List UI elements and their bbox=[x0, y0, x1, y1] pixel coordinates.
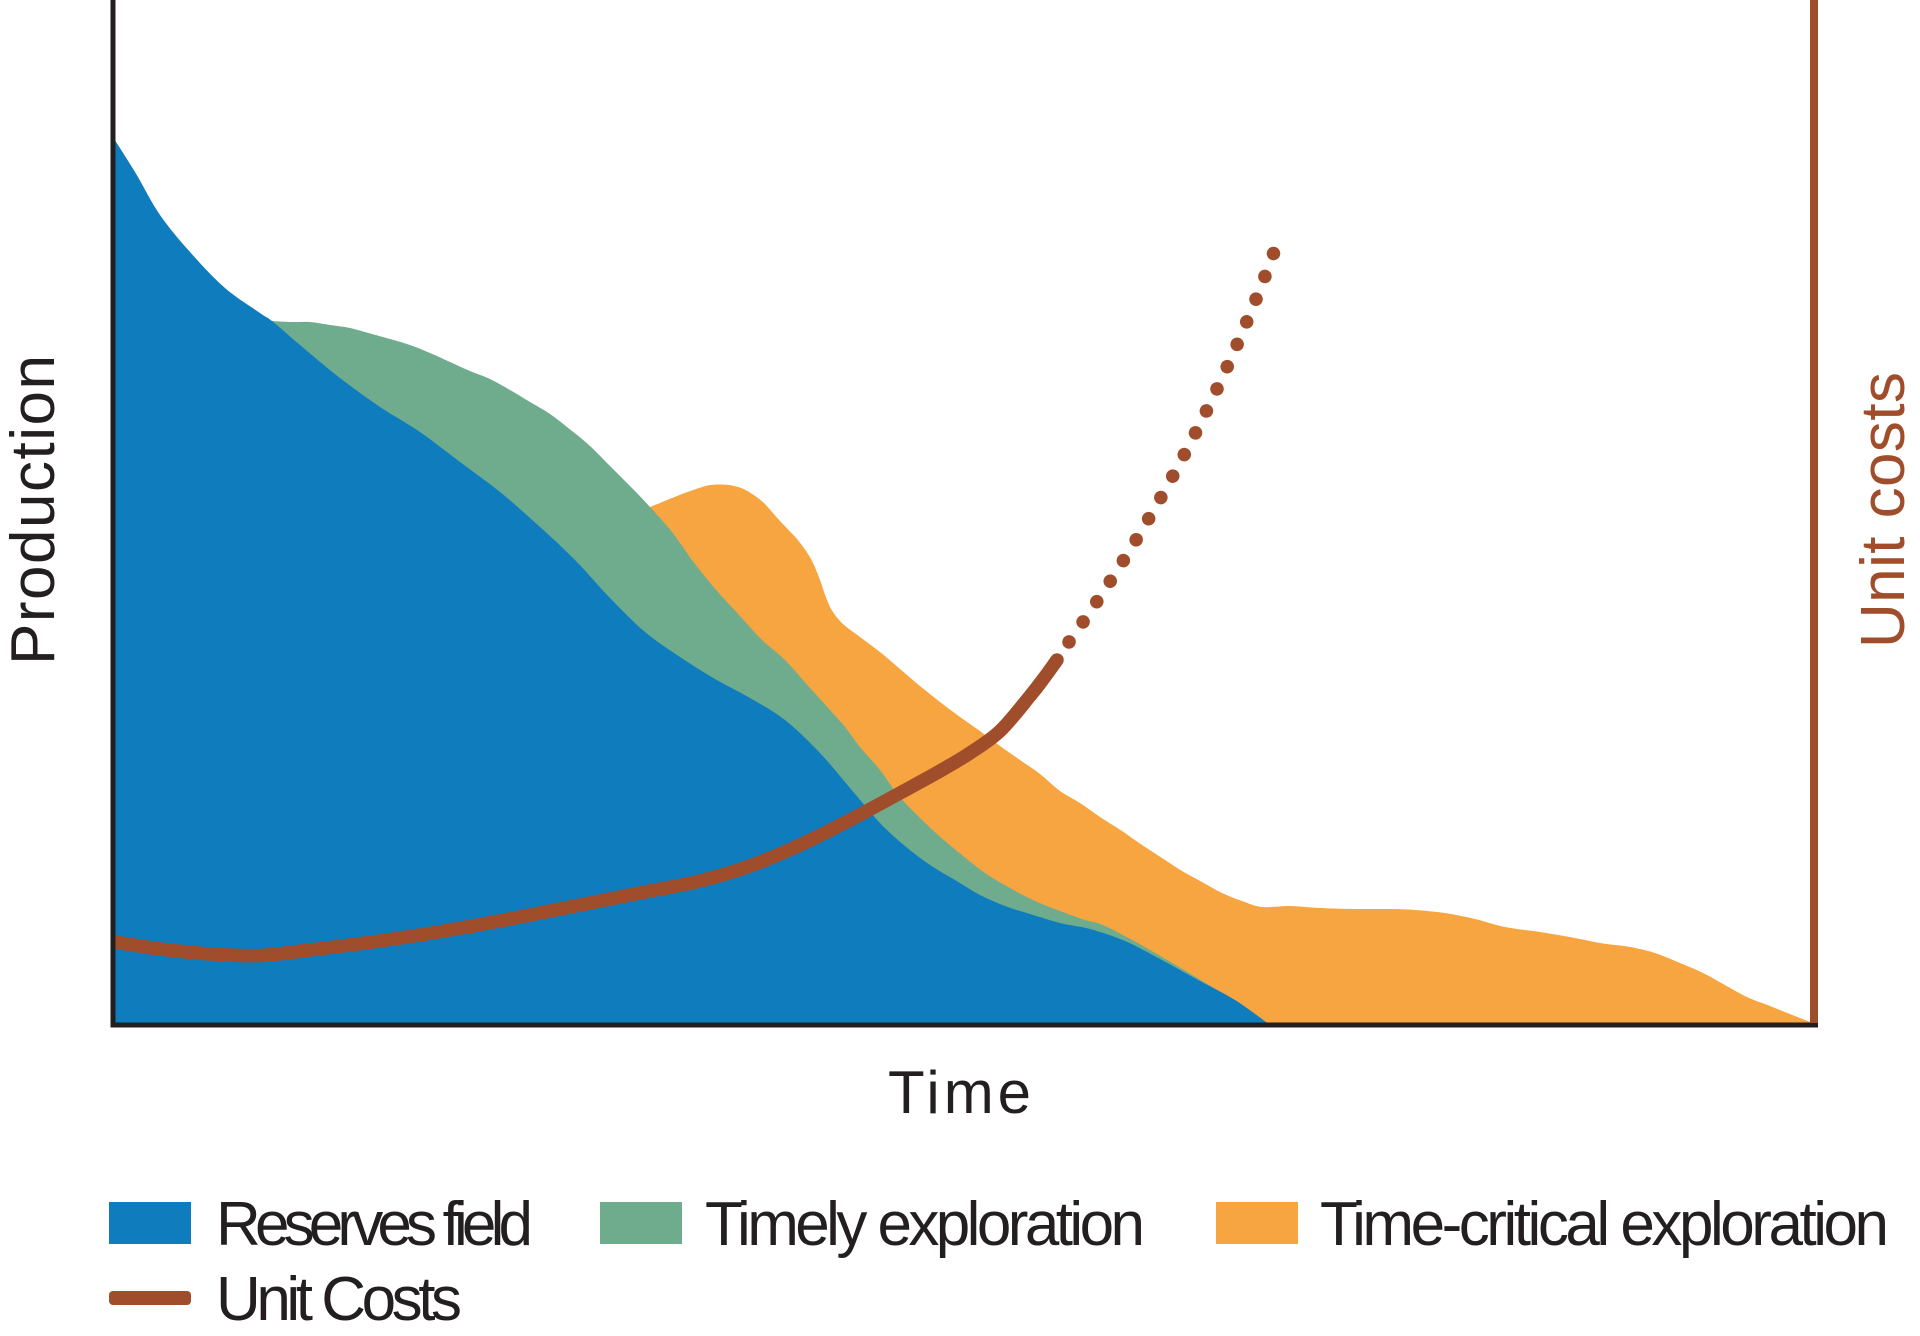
svg-text:Production: Production bbox=[0, 355, 68, 665]
svg-text:Reserves field: Reserves field bbox=[216, 1190, 533, 1259]
svg-text:Timely exploration: Timely exploration bbox=[705, 1190, 1145, 1259]
svg-text:Unit Costs: Unit Costs bbox=[216, 1265, 462, 1334]
svg-text:Time-critical exploration: Time-critical exploration bbox=[1320, 1190, 1889, 1259]
svg-text:Time: Time bbox=[888, 1059, 1031, 1126]
svg-text:Unit costs: Unit costs bbox=[1849, 372, 1918, 648]
